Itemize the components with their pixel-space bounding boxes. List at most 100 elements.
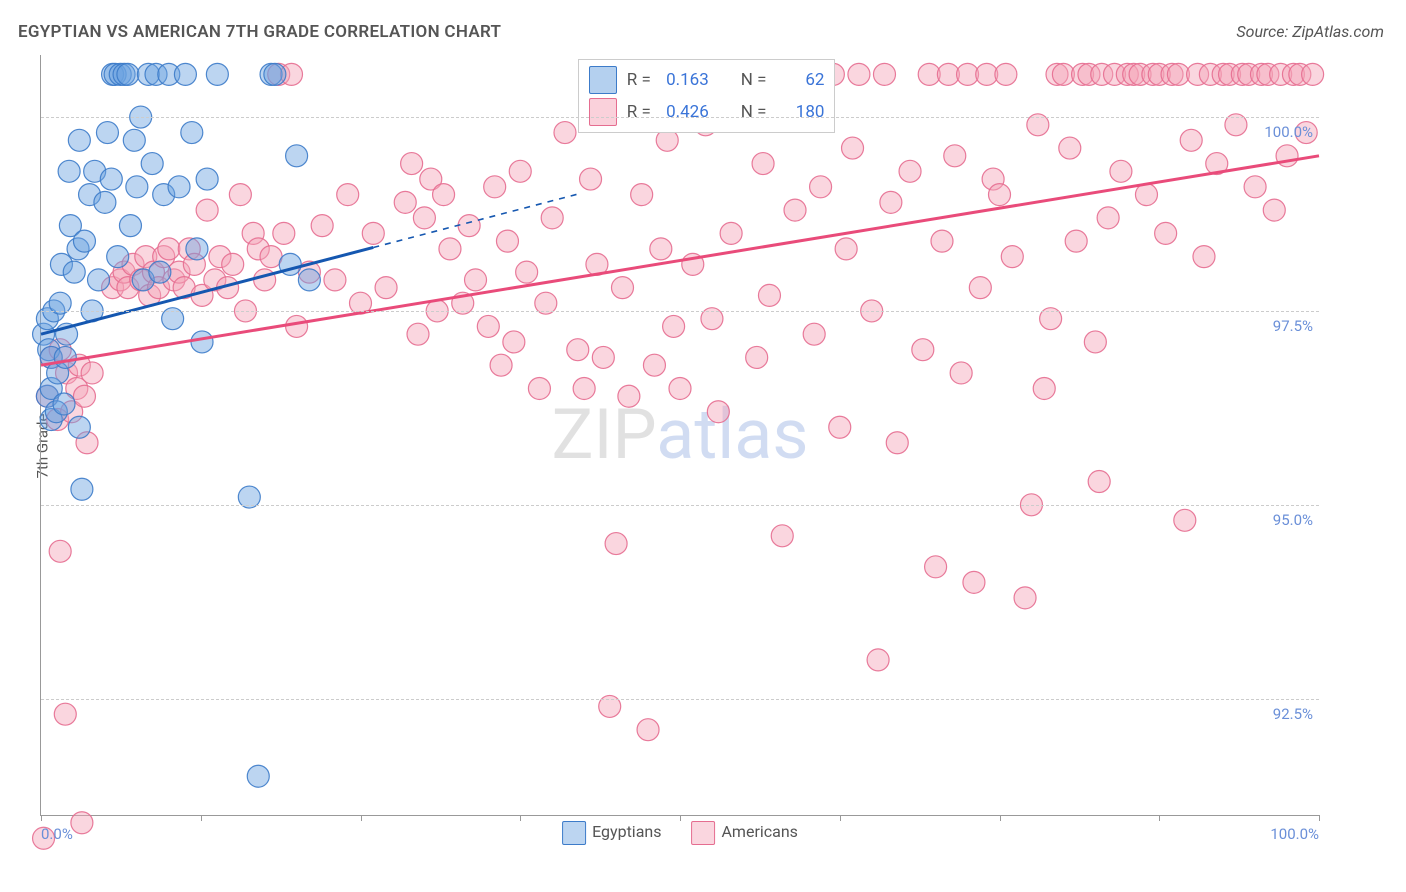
- source-attribution: Source: ZipAtlas.com: [1236, 22, 1384, 41]
- scatter-point: [107, 246, 129, 268]
- scatter-point: [554, 122, 576, 144]
- scatter-point: [286, 315, 308, 337]
- scatter-point: [123, 129, 145, 151]
- scatter-point: [1097, 207, 1119, 229]
- scatter-point: [71, 812, 93, 834]
- scatter-point: [637, 719, 659, 741]
- plot-area: ZIPatlas R =0.163N =62R =0.426N =180 Egy…: [40, 55, 1319, 816]
- scatter-point: [720, 222, 742, 244]
- stats-r-value: 0.163: [661, 70, 709, 90]
- stats-n-value: 62: [776, 70, 824, 90]
- scatter-point: [1263, 199, 1285, 221]
- scatter-point: [484, 176, 506, 198]
- scatter-point: [752, 153, 774, 175]
- scatter-point: [509, 160, 531, 182]
- x-tick: [361, 815, 362, 821]
- scatter-point: [669, 377, 691, 399]
- scatter-point: [117, 63, 139, 85]
- scatter-point: [94, 191, 116, 213]
- scatter-point: [119, 215, 141, 237]
- scatter-point: [1084, 331, 1106, 353]
- x-tick: [1319, 815, 1320, 821]
- legend-label: Americans: [721, 822, 797, 841]
- scatter-point: [1180, 129, 1202, 151]
- y-tick-label: 100.0%: [1264, 123, 1313, 141]
- scatter-point: [746, 346, 768, 368]
- scatter-point: [580, 168, 602, 190]
- scatter-point: [73, 385, 95, 407]
- scatter-point: [222, 253, 244, 275]
- scatter-point: [835, 238, 857, 260]
- scatter-point: [229, 184, 251, 206]
- scatter-point: [149, 261, 171, 283]
- scatter-point: [886, 432, 908, 454]
- y-tick-label: 97.5%: [1273, 317, 1313, 335]
- scatter-point: [516, 261, 538, 283]
- scatter-point: [1001, 246, 1023, 268]
- x-tick: [680, 815, 681, 821]
- scatter-point: [298, 269, 320, 291]
- scatter-point: [758, 284, 780, 306]
- scatter-point: [1065, 230, 1087, 252]
- scatter-point: [458, 215, 480, 237]
- legend-item: Americans: [691, 821, 797, 845]
- scatter-point: [126, 176, 148, 198]
- scatter-point: [247, 765, 269, 787]
- x-tick: [840, 815, 841, 821]
- scatter-point: [995, 63, 1017, 85]
- scatter-point: [528, 377, 550, 399]
- scatter-svg: [41, 55, 1319, 815]
- gridline: [41, 699, 1319, 700]
- scatter-point: [784, 199, 806, 221]
- scatter-point: [63, 261, 85, 283]
- scatter-point: [912, 339, 934, 361]
- legend-swatch: [589, 98, 617, 126]
- x-tick: [520, 815, 521, 821]
- gridline: [41, 311, 1319, 312]
- scatter-point: [286, 145, 308, 167]
- stats-n-label: N =: [741, 102, 767, 122]
- scatter-point: [88, 269, 110, 291]
- scatter-point: [1193, 246, 1215, 268]
- scatter-point: [650, 238, 672, 260]
- gridline: [41, 117, 1319, 118]
- x-axis-label: 0.0%: [41, 825, 73, 843]
- scatter-point: [925, 556, 947, 578]
- scatter-point: [496, 230, 518, 252]
- scatter-point: [71, 478, 93, 500]
- scatter-point: [254, 269, 276, 291]
- scatter-point: [573, 377, 595, 399]
- scatter-point: [873, 63, 895, 85]
- scatter-point: [49, 540, 71, 562]
- scatter-point: [53, 393, 75, 415]
- scatter-point: [503, 331, 525, 353]
- legend-item: Egyptians: [562, 821, 661, 845]
- scatter-point: [375, 277, 397, 299]
- x-axis-label: 100.0%: [1270, 825, 1319, 843]
- scatter-point: [477, 315, 499, 337]
- scatter-point: [803, 323, 825, 345]
- scatter-point: [989, 184, 1011, 206]
- scatter-point: [944, 145, 966, 167]
- scatter-point: [1014, 587, 1036, 609]
- stats-n-label: N =: [741, 70, 767, 90]
- scatter-point: [73, 230, 95, 252]
- scatter-point: [611, 277, 633, 299]
- scatter-point: [567, 339, 589, 361]
- scatter-point: [206, 63, 228, 85]
- scatter-point: [311, 215, 333, 237]
- x-tick: [201, 815, 202, 821]
- scatter-point: [771, 525, 793, 547]
- scatter-point: [969, 277, 991, 299]
- scatter-point: [81, 362, 103, 384]
- scatter-point: [963, 571, 985, 593]
- scatter-point: [1059, 137, 1081, 159]
- scatter-point: [1174, 509, 1196, 531]
- scatter-point: [842, 137, 864, 159]
- scatter-point: [707, 401, 729, 423]
- legend-swatch: [691, 821, 715, 845]
- scatter-point: [848, 63, 870, 85]
- scatter-point: [273, 222, 295, 244]
- stats-r-label: R =: [627, 70, 651, 90]
- stats-r-value: 0.426: [661, 102, 709, 122]
